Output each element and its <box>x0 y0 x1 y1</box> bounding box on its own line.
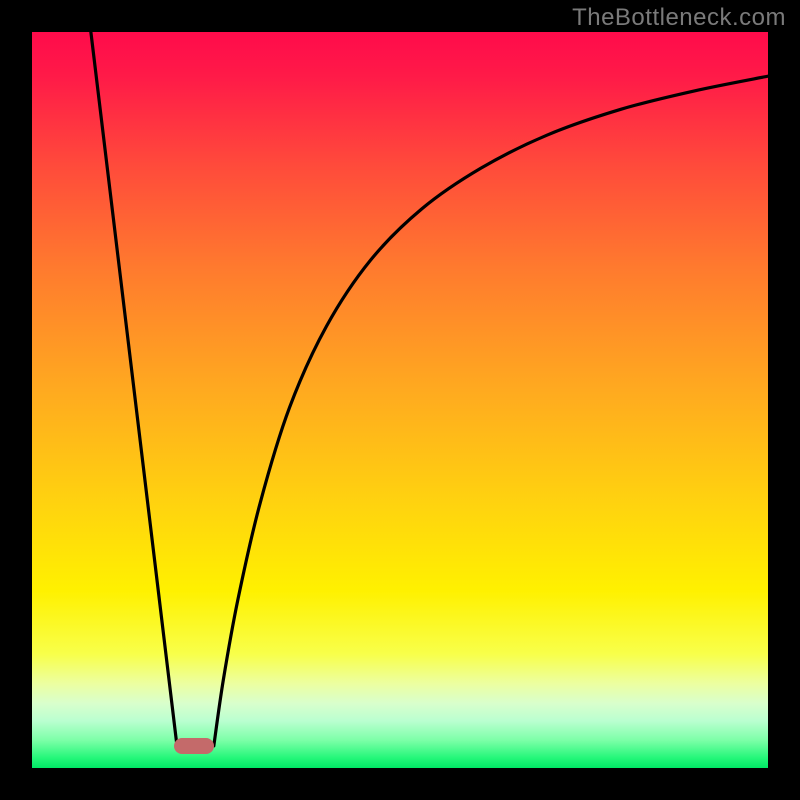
chart-frame: TheBottleneck.com <box>0 0 800 800</box>
watermark-label: TheBottleneck.com <box>572 4 786 32</box>
plot-area <box>32 32 768 768</box>
left-descending-line <box>91 32 177 746</box>
dip-marker <box>174 738 214 754</box>
right-ascending-curve <box>214 76 768 746</box>
curve-layer <box>32 32 768 768</box>
